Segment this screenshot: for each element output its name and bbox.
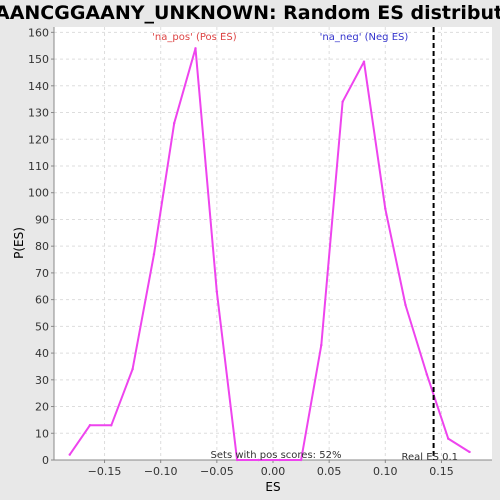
grid bbox=[54, 27, 492, 461]
series-line bbox=[68, 47, 471, 461]
data-point bbox=[341, 100, 344, 104]
y-tick-label: 110 bbox=[28, 160, 49, 173]
data-point bbox=[68, 453, 71, 456]
y-tick-label: 30 bbox=[35, 374, 49, 387]
data-point bbox=[194, 47, 197, 50]
data-point bbox=[172, 122, 176, 125]
y-tick-label: 90 bbox=[35, 213, 49, 226]
y-tick-label: 0 bbox=[42, 454, 49, 467]
y-tick-label: 80 bbox=[35, 240, 49, 253]
real-es-label: Real ES 0.1 bbox=[402, 452, 458, 463]
neg-es-label: 'na_neg' (Neg ES) bbox=[320, 32, 409, 43]
x-tick-label: −0.10 bbox=[144, 465, 178, 478]
data-point bbox=[110, 424, 113, 427]
x-tick-label: 0.00 bbox=[261, 465, 286, 478]
data-point bbox=[88, 424, 92, 427]
annotations: 'na_pos' (Pos ES) 'na_neg' (Neg ES) Sets w… bbox=[152, 27, 458, 463]
axes: 0 10 20 30 40 50 60 70 80 90 100 110 120 130 140 150 160… bbox=[28, 26, 492, 478]
data-point bbox=[299, 458, 303, 462]
data-point bbox=[404, 303, 407, 307]
x-tick-label: −0.15 bbox=[88, 465, 122, 478]
x-tick-label: 0.10 bbox=[373, 465, 398, 478]
y-tick-label: 160 bbox=[28, 26, 49, 39]
y-axis-title: P(ES) bbox=[12, 227, 26, 259]
data-point bbox=[362, 60, 366, 63]
y-tick-label: 40 bbox=[35, 347, 49, 360]
data-point bbox=[384, 207, 387, 210]
data-point bbox=[131, 367, 134, 371]
pos-es-label: 'na_pos' (Pos ES) bbox=[152, 32, 237, 43]
data-point bbox=[278, 458, 281, 462]
data-point bbox=[257, 458, 260, 462]
pos-scores-label: Sets with pos scores: 52% bbox=[211, 450, 342, 461]
y-tick-label: 120 bbox=[28, 133, 49, 146]
data-point bbox=[320, 343, 323, 347]
y-tick-label: 70 bbox=[35, 267, 49, 280]
x-tick-label: 0.15 bbox=[429, 465, 454, 478]
x-tick-label: −0.05 bbox=[200, 465, 234, 478]
x-axis-title: ES bbox=[265, 480, 280, 494]
y-tick-label: 150 bbox=[28, 53, 49, 66]
x-tick-label: 0.05 bbox=[317, 465, 342, 478]
data-point bbox=[215, 290, 219, 293]
data-point bbox=[425, 373, 429, 376]
data-point bbox=[235, 458, 239, 462]
y-tick-label: 130 bbox=[28, 107, 49, 120]
y-tick-label: 20 bbox=[35, 401, 49, 414]
data-point bbox=[468, 450, 471, 454]
series bbox=[68, 47, 471, 462]
y-tick-label: 140 bbox=[28, 80, 49, 93]
chart-title: GGAANCGGAANY_UNKNOWN: Random ES distribu… bbox=[0, 2, 500, 24]
data-point bbox=[447, 437, 450, 440]
y-tick-label: 10 bbox=[35, 427, 49, 440]
data-point bbox=[152, 252, 156, 256]
y-tick-label: 60 bbox=[35, 294, 49, 307]
y-tick-label: 100 bbox=[28, 187, 49, 200]
y-tick-label: 50 bbox=[35, 320, 49, 333]
